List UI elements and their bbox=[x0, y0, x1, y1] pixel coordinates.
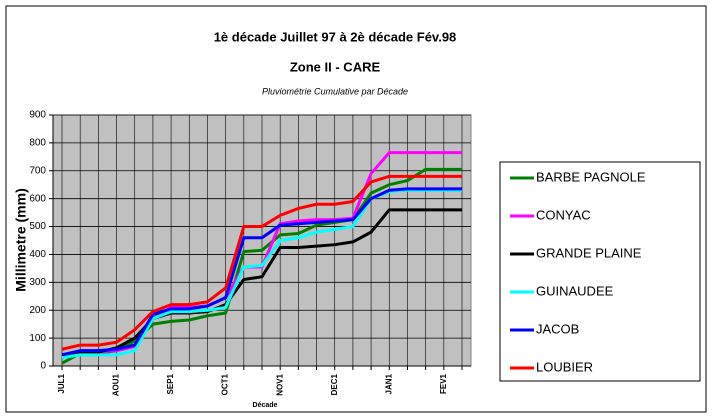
legend-label: LOUBIER bbox=[536, 359, 593, 374]
legend-label: GUINAUDEE bbox=[536, 283, 614, 298]
y-tick-label: 100 bbox=[29, 333, 46, 344]
legend-label: GRANDE PLAINE bbox=[536, 245, 642, 260]
x-tick-label: SEP1 bbox=[166, 373, 175, 394]
chart-caption: Pluviométrie Cumulative par Décade bbox=[262, 86, 408, 96]
x-tick-label: OCT1 bbox=[221, 373, 230, 395]
legend-box bbox=[499, 161, 701, 382]
y-tick-label: 700 bbox=[29, 165, 46, 176]
y-tick-label: 900 bbox=[29, 110, 46, 121]
x-tick-label: NOV1 bbox=[275, 373, 284, 395]
x-tick-label: AOU1 bbox=[112, 373, 121, 396]
series-line bbox=[61, 174, 462, 351]
chart-title: 1è décade Juillet 97 à 2è décade Fév.98 bbox=[214, 29, 457, 44]
series-line bbox=[61, 167, 462, 365]
x-tick-label: FEV1 bbox=[439, 373, 448, 394]
x-tick-label: DEC1 bbox=[330, 373, 339, 395]
series-line bbox=[61, 208, 462, 358]
y-tick-label: 0 bbox=[40, 361, 46, 372]
legend-label: BARBE PAGNOLE bbox=[536, 169, 646, 184]
y-tick-label: 300 bbox=[29, 277, 46, 288]
x-tick-label: JAN1 bbox=[384, 373, 393, 394]
y-tick-label: 500 bbox=[29, 221, 46, 232]
chart-subtitle: Zone II - CARE bbox=[290, 59, 381, 74]
series-line bbox=[61, 187, 462, 357]
legend-label: CONYAC bbox=[536, 207, 591, 222]
y-tick-label: 800 bbox=[29, 138, 46, 149]
y-axis-label: Millimetre (mm) bbox=[13, 188, 29, 291]
y-tick-label: 600 bbox=[29, 193, 46, 204]
x-tick-label: JUL1 bbox=[57, 373, 66, 393]
y-tick-label: 400 bbox=[29, 249, 46, 260]
legend-label: JACOB bbox=[536, 321, 579, 336]
y-tick-label: 200 bbox=[29, 305, 46, 316]
x-axis-label: Décade bbox=[253, 402, 278, 409]
